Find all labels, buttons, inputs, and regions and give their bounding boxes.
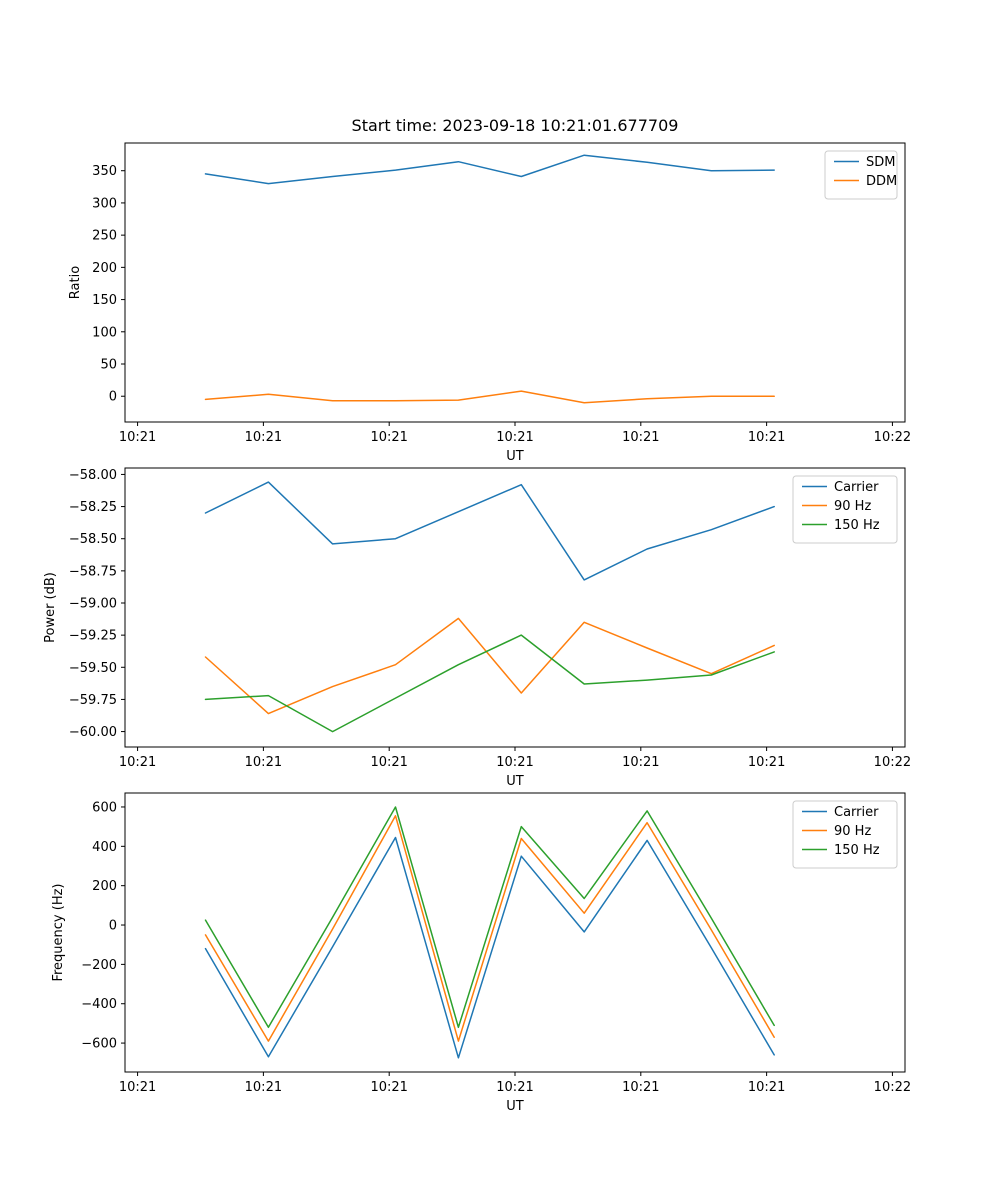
x-tick-label: 10:21: [370, 755, 407, 770]
series-line-carrier: [204, 836, 775, 1059]
legend-label: 150 Hz: [834, 518, 880, 533]
x-tick-label: 10:22: [874, 1080, 911, 1095]
subplot-2: 10:21 10:21 10:21 10:21 10:21 10:21 10:22 −60.0…: [43, 467, 911, 789]
x-tick-label: 10:21: [496, 430, 533, 445]
axes-frame: [124, 467, 906, 748]
legend-label: Carrier: [834, 805, 879, 820]
x-axis-label: UT: [506, 774, 524, 789]
x-tick-label: 10:21: [622, 755, 659, 770]
y-tick-label: −400: [81, 997, 117, 1012]
axes-frame: [124, 142, 906, 423]
x-tick-label: 10:21: [748, 430, 785, 445]
x-tick-label: 10:21: [119, 755, 156, 770]
y-tick-label: −600: [81, 1037, 117, 1052]
y-tick-label: −59.75: [69, 693, 117, 708]
legend-label: 90 Hz: [834, 499, 871, 514]
series-line-150-hz: [204, 806, 775, 1029]
x-tick-label: 10:22: [874, 430, 911, 445]
legend: Carrier 90 Hz 150 Hz: [792, 475, 898, 544]
chart-title: Start time: 2023-09-18 10:21:01.677709: [352, 116, 679, 135]
y-axis-label: Frequency (Hz): [51, 883, 66, 981]
series-line-90-hz: [204, 617, 775, 715]
y-tick-label: −58.25: [69, 500, 117, 515]
y-axis-label: Ratio: [68, 266, 83, 299]
y-tick-label: 200: [92, 261, 117, 276]
y-tick-label: −58.75: [69, 564, 117, 579]
y-tick-label: −59.25: [69, 629, 117, 644]
x-tick-label: 10:21: [245, 1080, 282, 1095]
x-tick-label: 10:21: [622, 430, 659, 445]
y-tick-label: 400: [92, 840, 117, 855]
y-tick-label: 50: [100, 358, 117, 373]
y-tick-label: 200: [92, 879, 117, 894]
y-tick-label: 600: [92, 800, 117, 815]
x-tick-label: 10:21: [370, 430, 407, 445]
x-tick-label: 10:21: [748, 1080, 785, 1095]
x-axis-label: UT: [506, 1099, 524, 1114]
legend: Carrier 90 Hz 150 Hz: [792, 800, 898, 869]
series-line-ddm: [204, 390, 775, 404]
x-axis-label: UT: [506, 449, 524, 464]
x-tick-label: 10:21: [748, 755, 785, 770]
y-tick-label: −58.50: [69, 532, 117, 547]
y-tick-label: −60.00: [69, 725, 117, 740]
y-tick-label: 300: [92, 196, 117, 211]
x-tick-label: 10:21: [622, 1080, 659, 1095]
legend-label: 150 Hz: [834, 843, 880, 858]
x-tick-label: 10:21: [245, 755, 282, 770]
legend-box: [792, 475, 898, 544]
series-line-90-hz: [204, 815, 775, 1042]
subplot-3: 10:21 10:21 10:21 10:21 10:21 10:21 10:22 −600 −…: [51, 792, 911, 1114]
y-tick-label: 250: [92, 229, 117, 244]
y-tick-label: −200: [81, 958, 117, 973]
x-tick-label: 10:21: [496, 755, 533, 770]
y-tick-label: 100: [92, 325, 117, 340]
legend-label: 90 Hz: [834, 824, 871, 839]
legend: SDM DDM: [824, 150, 898, 200]
subplot-1: Start time: 2023-09-18 10:21:01.677709 10…: [68, 116, 911, 464]
x-tick-label: 10:21: [119, 1080, 156, 1095]
y-tick-label: 150: [92, 293, 117, 308]
x-tick-label: 10:21: [245, 430, 282, 445]
series-line-sdm: [204, 154, 775, 185]
x-tick-label: 10:21: [370, 1080, 407, 1095]
y-tick-label: 0: [109, 390, 117, 405]
legend-label: Carrier: [834, 480, 879, 495]
legend-box: [824, 150, 898, 200]
y-tick-label: −59.50: [69, 661, 117, 676]
legend-label: SDM: [866, 155, 895, 170]
legend-box: [792, 800, 898, 869]
x-tick-label: 10:21: [119, 430, 156, 445]
y-tick-label: 350: [92, 164, 117, 179]
x-tick-label: 10:22: [874, 755, 911, 770]
series-line-carrier: [204, 481, 775, 581]
y-axis-label: Power (dB): [43, 572, 58, 643]
y-tick-label: −59.00: [69, 597, 117, 612]
axes-frame: [124, 792, 906, 1073]
legend-label: DDM: [866, 174, 897, 189]
series-line-150-hz: [204, 634, 775, 733]
y-tick-label: 0: [109, 919, 117, 934]
y-tick-label: −58.00: [69, 468, 117, 483]
x-tick-label: 10:21: [496, 1080, 533, 1095]
